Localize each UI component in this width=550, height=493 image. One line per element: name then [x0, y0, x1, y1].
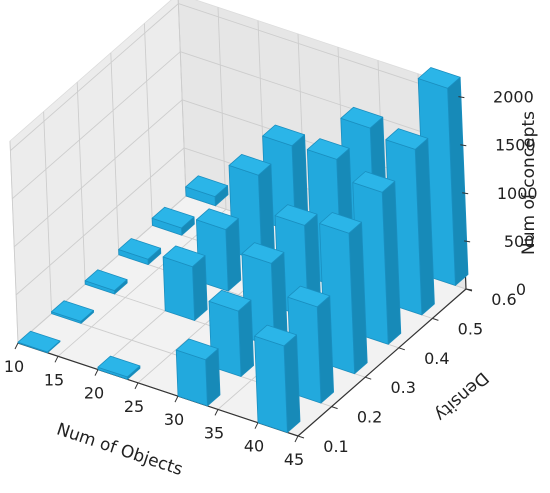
bar [417, 67, 461, 89]
z-tick-label: 1000 [497, 184, 538, 203]
y-axis-line [297, 288, 467, 437]
x-tick-label: 25 [124, 397, 144, 416]
bar [319, 212, 363, 234]
y-axis-title: Density [430, 367, 492, 425]
x-axis-line [17, 342, 299, 437]
x-tick-mark [94, 369, 99, 376]
y-tick-mark [365, 376, 372, 380]
z-tick-label: 1500 [495, 136, 536, 155]
x-tick-mark [134, 382, 139, 390]
y-tick-label: 0.4 [424, 349, 449, 368]
y-tick-label: 0.1 [323, 437, 348, 456]
bar [340, 106, 384, 129]
bar [208, 289, 252, 312]
bar [175, 338, 219, 361]
x-tick-mark [214, 409, 219, 416]
x-tick-label: 15 [44, 370, 64, 389]
grid-line-z-left [13, 99, 183, 248]
bar [97, 355, 141, 378]
bar [51, 300, 94, 322]
y-tick-label: 0.5 [458, 319, 483, 338]
grid-line-y-wall [76, 82, 86, 285]
grid-line-z-left [15, 147, 185, 296]
y-tick-label: 0.3 [390, 378, 415, 397]
grid-line-y-wall [110, 52, 120, 255]
z-tick-mark [462, 192, 469, 195]
grid-line-z-left [10, 3, 179, 151]
bar-front [254, 335, 288, 433]
z-tick-label: 0 [516, 280, 526, 299]
y-tick-label: 0.2 [357, 408, 382, 427]
z-tick-label: 500 [504, 232, 535, 251]
bar-front [162, 256, 196, 321]
bar [17, 330, 61, 353]
y-tick-mark [398, 347, 405, 351]
grid-line-y-wall [43, 111, 53, 314]
grid-line-x-back [217, 7, 227, 210]
x-tick-mark [54, 356, 59, 363]
x-tick-mark [14, 342, 19, 350]
bar [118, 238, 162, 260]
grid-line-z-back [180, 51, 461, 146]
z-tick-mark [464, 240, 471, 243]
x-tick-mark [174, 395, 179, 403]
bar [162, 245, 206, 268]
grid-line-z-left [12, 51, 181, 200]
bars-group [17, 67, 469, 433]
bar [274, 204, 318, 226]
y-tick-mark [297, 435, 305, 439]
bar [84, 269, 128, 292]
bar [287, 285, 331, 308]
bar [385, 128, 429, 150]
x-tick-mark [294, 435, 299, 443]
bar [241, 242, 285, 264]
grid-line-y-wall [143, 23, 153, 226]
tick-labels: 10 15 20 25 30 35 40 45 0.1 0.2 0.3 0.4 0.5 0.60 500 10… [4, 88, 538, 469]
x-tick-label: 45 [284, 450, 304, 469]
y-tick-mark [331, 406, 338, 410]
bar [254, 324, 298, 347]
z-tick-mark [458, 96, 465, 99]
y-tick-label: 0.6 [491, 290, 516, 309]
bar [195, 208, 239, 231]
y-tick-mark [432, 317, 439, 321]
x-tick-label: 10 [4, 357, 24, 376]
bar [228, 153, 272, 176]
x-tick-label: 35 [204, 423, 224, 442]
x-tick-label: 30 [164, 410, 184, 429]
bar [151, 206, 195, 229]
bar [185, 175, 229, 198]
z-tick-mark [460, 144, 467, 147]
x-tick-mark [254, 422, 259, 429]
x-tick-label: 20 [84, 384, 104, 403]
bar-side [192, 255, 208, 321]
grid-line-y-wall [177, 0, 187, 197]
x-tick-label: 40 [244, 437, 264, 456]
bar [352, 171, 396, 193]
bar [306, 138, 350, 160]
grid-line-y-wall [9, 140, 19, 344]
grid-line-z-back [178, 3, 459, 98]
bar [262, 124, 306, 147]
z-tick-label: 2000 [493, 88, 534, 107]
z-tick-mark [465, 288, 473, 291]
z-axis-title: Num of concepts [519, 111, 539, 255]
